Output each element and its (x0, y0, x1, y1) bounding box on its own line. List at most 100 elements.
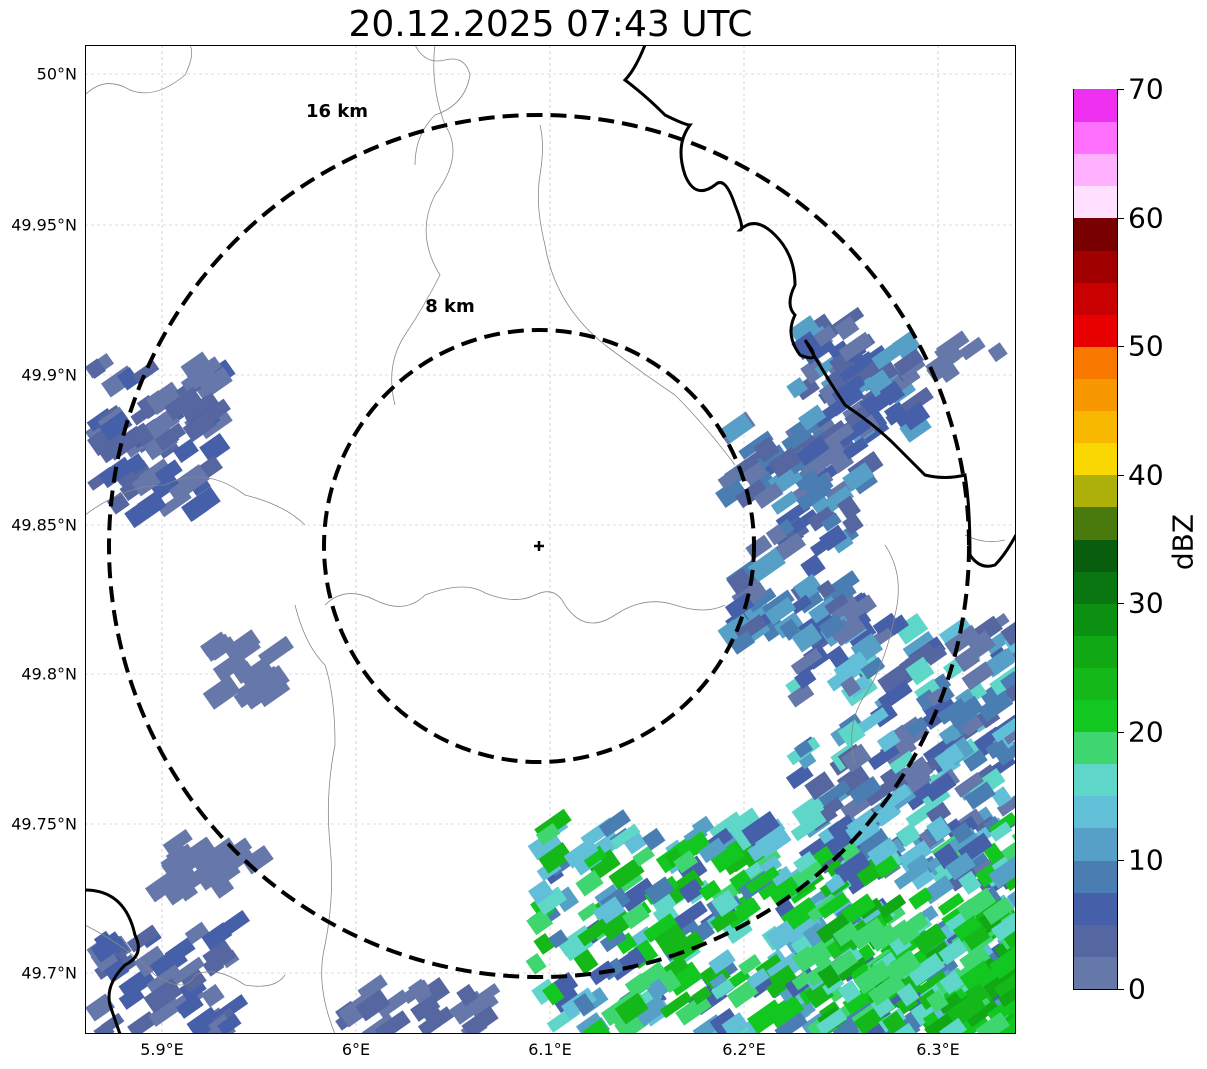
radar-echoes (85, 306, 1016, 1034)
echo-cell (937, 892, 965, 916)
echo-cell (528, 879, 554, 905)
echo-cell (1001, 842, 1016, 863)
echo-cell (746, 967, 770, 989)
echo-cell (143, 978, 183, 1014)
colorbar-tick (1118, 474, 1124, 476)
echo-cell (923, 644, 948, 666)
echo-cell (659, 991, 693, 1019)
colorbar-tick (1118, 217, 1124, 219)
echo-cell (199, 433, 231, 463)
echo-cell (217, 1013, 242, 1034)
echo-cell (825, 874, 846, 894)
echo-cell (878, 894, 907, 919)
echo-cell (746, 999, 786, 1034)
range-rings (107, 113, 971, 979)
echo-cluster-south (335, 974, 501, 1034)
echo-cell (959, 336, 986, 361)
echo-cell (216, 909, 250, 939)
echo-cell (902, 631, 936, 660)
echo-cell (753, 436, 780, 463)
echo-band-southeast-core (805, 887, 1016, 1034)
echo-cell (792, 573, 824, 604)
echo-cell (910, 867, 935, 890)
colorbar-segment (1074, 924, 1117, 957)
echo-cell (824, 593, 849, 615)
echo-cell (790, 811, 827, 842)
echo-cell (945, 852, 976, 881)
echo-cell (788, 509, 819, 535)
echo-cell (757, 613, 787, 642)
echo-cell (184, 921, 210, 945)
echo-cell (885, 405, 908, 426)
echo-cell (788, 315, 822, 346)
echo-cell (982, 896, 1015, 925)
echo-cell (755, 847, 782, 870)
y-tick-label: 49.75°N (11, 814, 77, 834)
echo-cell (101, 955, 130, 983)
echo-cell (809, 947, 833, 972)
echo-cell (93, 1021, 115, 1034)
colorbar-segment (1074, 763, 1117, 797)
ring-label-16km: 16 km (306, 101, 368, 122)
range-ring-8km (322, 328, 756, 764)
colorbar-tick-label: 10 (1128, 843, 1164, 877)
echo-cell (542, 982, 565, 1006)
radar-map: 16 km 8 km (85, 45, 1016, 1034)
echo-cell (632, 846, 655, 867)
echo-cell (900, 401, 931, 431)
echo-cell (131, 422, 155, 447)
x-tick-label: 6.2°E (722, 1040, 766, 1059)
echo-cell (926, 688, 946, 707)
echo-cell (952, 915, 983, 943)
echo-cell (538, 842, 573, 874)
echo-cell (185, 840, 215, 870)
echo-cell (621, 903, 650, 930)
echo-cell (893, 920, 920, 946)
echo-cell (721, 1012, 750, 1034)
echo-cell (461, 1005, 499, 1034)
echo-cell (202, 940, 237, 973)
colorbar-tick-label: 50 (1128, 329, 1164, 363)
echo-cell (202, 675, 241, 710)
echo-cell (848, 775, 882, 806)
echo-cell (614, 932, 638, 955)
echo-cell (993, 973, 1016, 998)
colorbar-segment (1074, 538, 1117, 572)
colorbar-tick-label: 20 (1128, 715, 1164, 749)
echo-cell (535, 886, 567, 916)
echo-cell (420, 1003, 444, 1026)
echo-cell (872, 612, 898, 635)
echo-cell (828, 949, 859, 977)
echo-cell (162, 828, 193, 856)
echo-cell (654, 923, 689, 956)
x-tick-label: 6.3°E (916, 1040, 960, 1059)
echo-cluster-small (200, 629, 294, 710)
echo-cell (599, 927, 628, 953)
echo-cell (843, 594, 877, 624)
echo-cell (673, 850, 699, 874)
echo-cell (577, 918, 610, 947)
echo-cell (608, 857, 645, 891)
echo-cell (210, 876, 235, 899)
echo-cell (658, 969, 682, 994)
colorbar-segment (1074, 859, 1117, 893)
echo-cell (634, 995, 669, 1027)
y-tick-label: 49.8°N (21, 664, 77, 684)
colorbar-segment (1074, 635, 1117, 668)
range-ring-16km (107, 113, 971, 979)
echo-cell (1007, 884, 1016, 910)
echo-cell (168, 471, 202, 499)
echo-cell (581, 845, 607, 869)
echo-cell (126, 924, 160, 953)
echo-cell (959, 960, 994, 991)
echo-cell (609, 823, 641, 850)
echo-cell (136, 394, 160, 420)
echo-cell (85, 358, 106, 379)
echo-cell (126, 452, 148, 475)
boundary-line-7 (391, 45, 454, 406)
echo-cell (981, 964, 1016, 1000)
echo-cell (179, 967, 207, 993)
echo-cell (996, 788, 1016, 817)
echo-cell (877, 680, 913, 711)
echo-cell (816, 1008, 848, 1034)
